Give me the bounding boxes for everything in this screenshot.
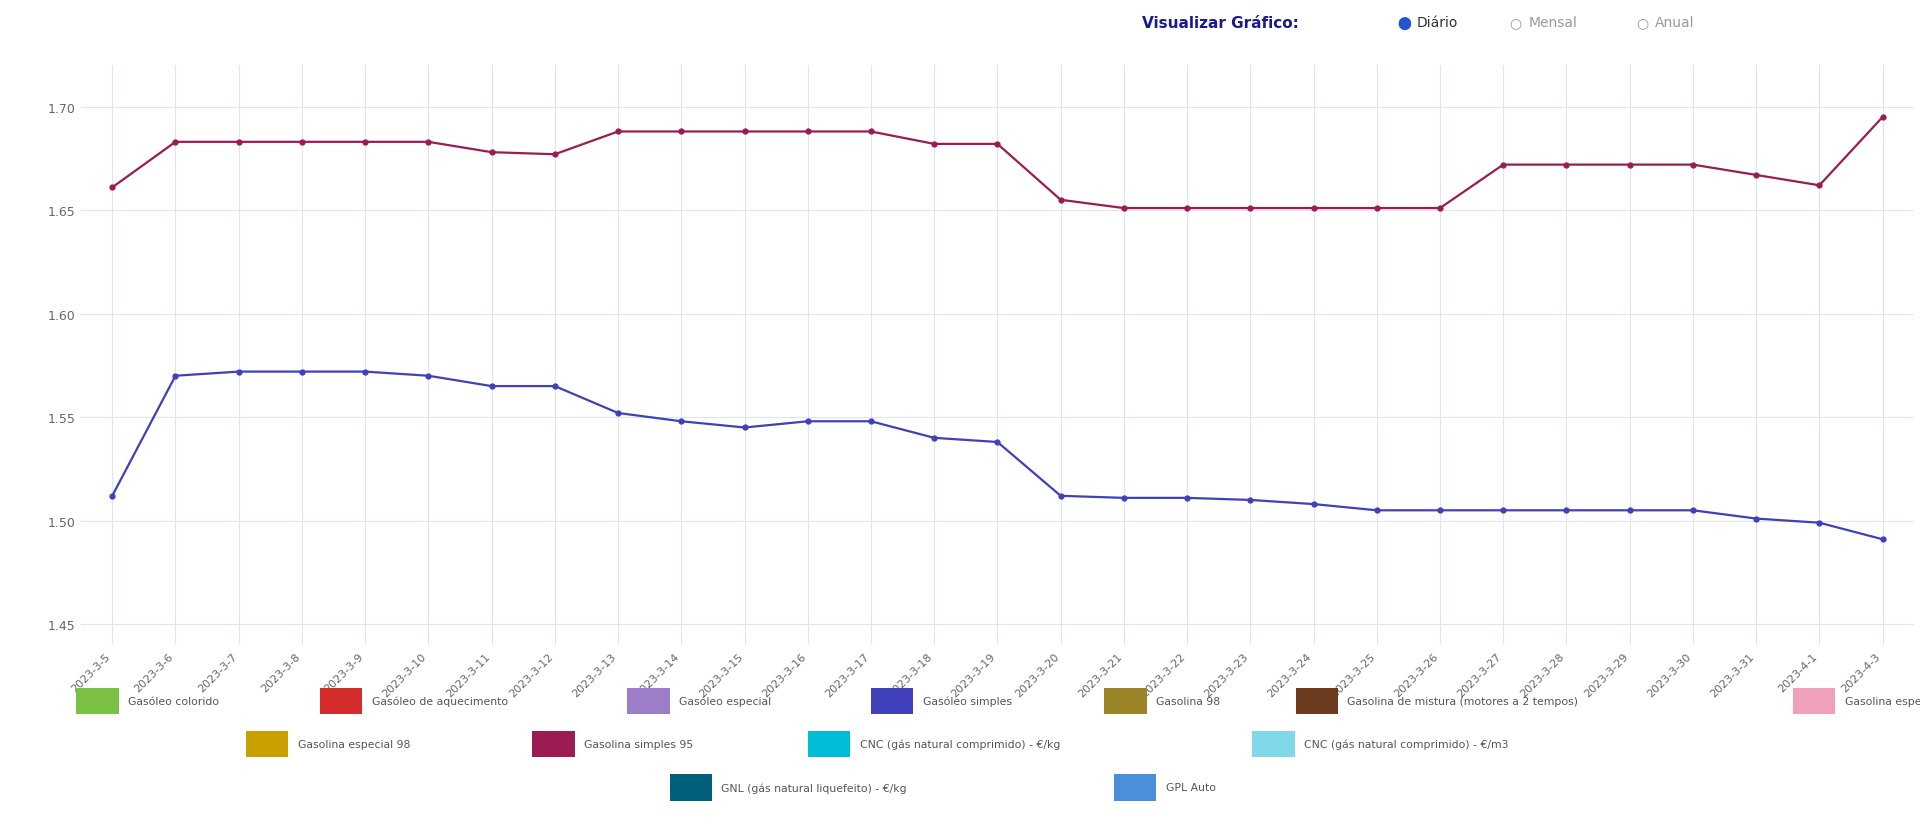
Text: Gasóleo colorido: Gasóleo colorido xyxy=(129,696,219,706)
Text: Gasóleo especial: Gasóleo especial xyxy=(680,696,772,706)
Text: Mensal: Mensal xyxy=(1528,17,1576,30)
Text: Anual: Anual xyxy=(1655,17,1695,30)
Text: Gasolina 98: Gasolina 98 xyxy=(1156,696,1221,706)
Text: CNC (gás natural comprimido) - €/kg: CNC (gás natural comprimido) - €/kg xyxy=(860,739,1060,749)
Text: Gasolina especial 98: Gasolina especial 98 xyxy=(298,739,411,749)
Text: ⬤: ⬤ xyxy=(1398,17,1411,30)
Text: Gasóleo de aquecimento: Gasóleo de aquecimento xyxy=(372,696,509,706)
Text: Diário: Diário xyxy=(1417,17,1459,30)
Text: Visualizar Gráfico:: Visualizar Gráfico: xyxy=(1142,16,1300,31)
Text: Gasolina de mistura (motores a 2 tempos): Gasolina de mistura (motores a 2 tempos) xyxy=(1348,696,1578,706)
Text: GNL (gás natural liquefeito) - €/kg: GNL (gás natural liquefeito) - €/kg xyxy=(722,782,906,792)
Text: Gasóleo simples: Gasóleo simples xyxy=(924,696,1012,706)
Text: Gasolina simples 95: Gasolina simples 95 xyxy=(584,739,693,749)
Text: ○: ○ xyxy=(1636,17,1647,30)
Text: GPL Auto: GPL Auto xyxy=(1165,782,1215,792)
Text: Gasolina especial 95: Gasolina especial 95 xyxy=(1845,696,1920,706)
Text: CNC (gás natural comprimido) - €/m3: CNC (gás natural comprimido) - €/m3 xyxy=(1304,739,1509,749)
Text: ○: ○ xyxy=(1509,17,1521,30)
